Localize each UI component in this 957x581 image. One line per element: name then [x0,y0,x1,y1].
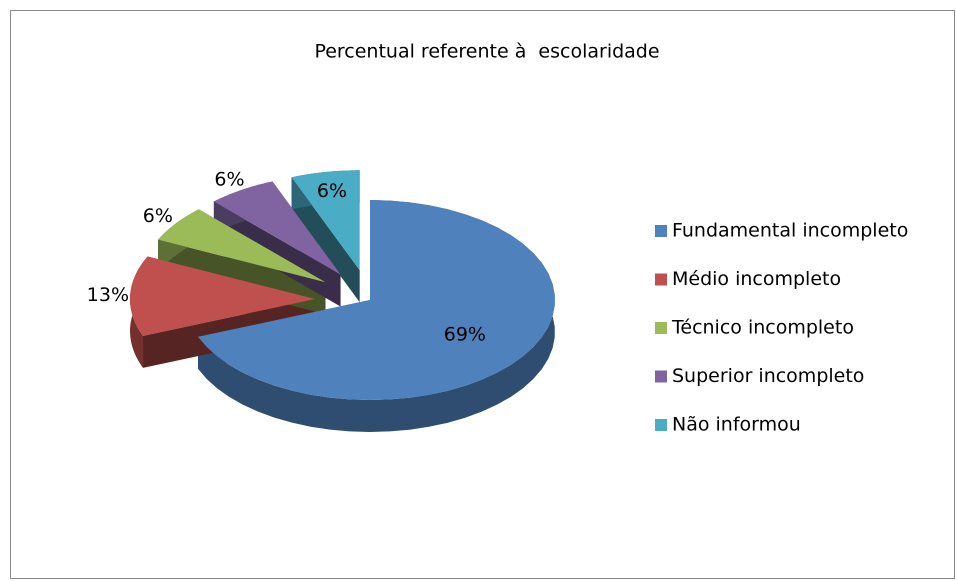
slice [213,181,341,275]
data-label: 6% [214,168,244,190]
legend-label: Técnico incompleto [671,317,854,339]
slice-wall [213,201,341,307]
legend-label: Médio incompleto [672,268,841,290]
legend-label: Fundamental incompleto [672,220,908,242]
legend-swatch [655,273,667,286]
slice-wall [291,177,360,303]
data-label: 6% [317,180,347,202]
slice [197,200,555,400]
slice [291,170,360,271]
data-label: 69% [444,323,486,345]
legend-swatch [655,419,667,431]
chart-title: Percentual referente à escolaridade [314,41,659,63]
slice [130,256,316,336]
legend-swatch [655,370,667,383]
data-label: 6% [143,205,173,227]
slice [158,209,326,283]
legend-label: Não informou [672,414,801,436]
legend-swatch [655,322,667,334]
legend-label: Superior incompleto [672,365,864,387]
legend-swatch [655,225,667,237]
data-label: 13% [87,284,129,306]
